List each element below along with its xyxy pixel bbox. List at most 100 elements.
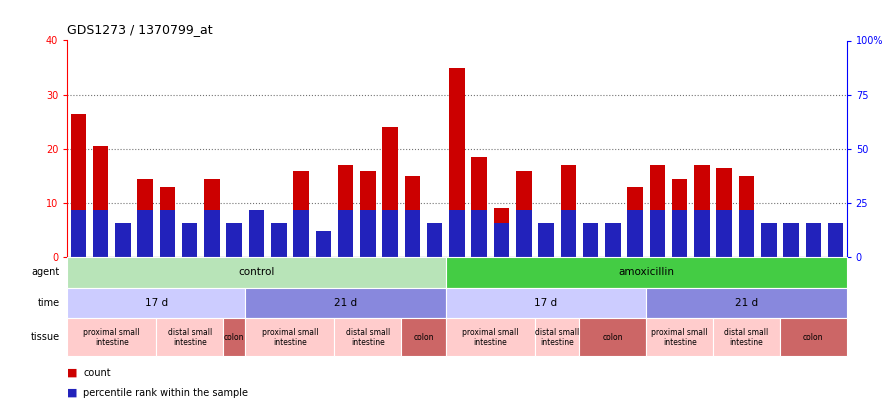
Text: colon: colon: [603, 333, 623, 342]
Text: distal small
intestine: distal small intestine: [346, 328, 390, 347]
Bar: [249, 209, 264, 257]
Bar: [650, 165, 665, 257]
Text: proximal small
intestine: proximal small intestine: [462, 328, 519, 347]
Bar: [538, 227, 554, 257]
Bar: [672, 179, 687, 257]
Bar: [383, 209, 398, 257]
Bar: [405, 176, 420, 257]
Text: 17 d: 17 d: [535, 298, 557, 308]
Text: time: time: [38, 298, 59, 308]
Text: tissue: tissue: [30, 332, 59, 342]
Bar: [446, 288, 646, 318]
Bar: [293, 209, 309, 257]
Bar: [334, 318, 401, 356]
Bar: [780, 318, 847, 356]
Bar: [315, 231, 332, 257]
Bar: [446, 318, 535, 356]
Bar: [271, 222, 287, 257]
Bar: [713, 318, 780, 356]
Bar: [494, 209, 509, 257]
Bar: [494, 222, 509, 257]
Bar: [471, 209, 487, 257]
Text: colon: colon: [803, 333, 823, 342]
Bar: [694, 165, 710, 257]
Bar: [426, 244, 443, 257]
Bar: [360, 171, 375, 257]
Text: distal small
intestine: distal small intestine: [724, 328, 769, 347]
Bar: [471, 157, 487, 257]
Text: control: control: [238, 267, 275, 277]
Bar: [449, 209, 465, 257]
Bar: [717, 209, 732, 257]
Bar: [159, 209, 176, 257]
Bar: [446, 257, 847, 288]
Bar: [646, 288, 847, 318]
Bar: [717, 168, 732, 257]
Bar: [156, 318, 223, 356]
Bar: [360, 209, 375, 257]
Text: percentile rank within the sample: percentile rank within the sample: [83, 388, 248, 398]
Bar: [137, 209, 153, 257]
Bar: [67, 318, 156, 356]
Bar: [516, 171, 531, 257]
Text: ■: ■: [67, 368, 78, 377]
Bar: [227, 244, 242, 257]
Bar: [783, 249, 799, 257]
Bar: [694, 209, 710, 257]
Bar: [761, 244, 777, 257]
Bar: [338, 165, 353, 257]
Bar: [182, 222, 197, 257]
Text: 17 d: 17 d: [145, 298, 168, 308]
Bar: [227, 222, 242, 257]
Bar: [646, 318, 713, 356]
Bar: [806, 233, 821, 257]
Bar: [672, 209, 687, 257]
Bar: [605, 222, 621, 257]
Bar: [535, 318, 580, 356]
Text: proximal small
intestine: proximal small intestine: [262, 328, 318, 347]
Bar: [246, 318, 334, 356]
Text: agent: agent: [31, 267, 59, 277]
Bar: [293, 171, 309, 257]
Bar: [516, 209, 531, 257]
Text: distal small
intestine: distal small intestine: [535, 328, 580, 347]
Bar: [338, 209, 353, 257]
Bar: [806, 222, 821, 257]
Bar: [561, 165, 576, 257]
Bar: [738, 176, 754, 257]
Bar: [115, 222, 131, 257]
Text: colon: colon: [224, 333, 245, 342]
Bar: [246, 288, 446, 318]
Text: distal small
intestine: distal small intestine: [168, 328, 211, 347]
Bar: [223, 318, 246, 356]
Bar: [182, 227, 197, 257]
Bar: [426, 222, 443, 257]
Bar: [71, 209, 86, 257]
Text: GDS1273 / 1370799_at: GDS1273 / 1370799_at: [67, 23, 213, 36]
Bar: [783, 222, 799, 257]
Bar: [315, 252, 332, 257]
Bar: [137, 179, 153, 257]
Bar: [401, 318, 446, 356]
Bar: [580, 318, 646, 356]
Bar: [93, 209, 108, 257]
Text: 21 d: 21 d: [334, 298, 358, 308]
Bar: [93, 146, 108, 257]
Bar: [828, 222, 843, 257]
Text: proximal small
intestine: proximal small intestine: [651, 328, 708, 347]
Text: 21 d: 21 d: [735, 298, 758, 308]
Text: count: count: [83, 368, 111, 377]
Bar: [383, 127, 398, 257]
Bar: [605, 238, 621, 257]
Bar: [67, 288, 246, 318]
Bar: [449, 68, 465, 257]
Bar: [627, 187, 643, 257]
Bar: [71, 114, 86, 257]
Bar: [67, 257, 446, 288]
Bar: [405, 209, 420, 257]
Bar: [204, 209, 220, 257]
Text: colon: colon: [413, 333, 434, 342]
Bar: [627, 209, 643, 257]
Bar: [561, 209, 576, 257]
Bar: [582, 241, 599, 257]
